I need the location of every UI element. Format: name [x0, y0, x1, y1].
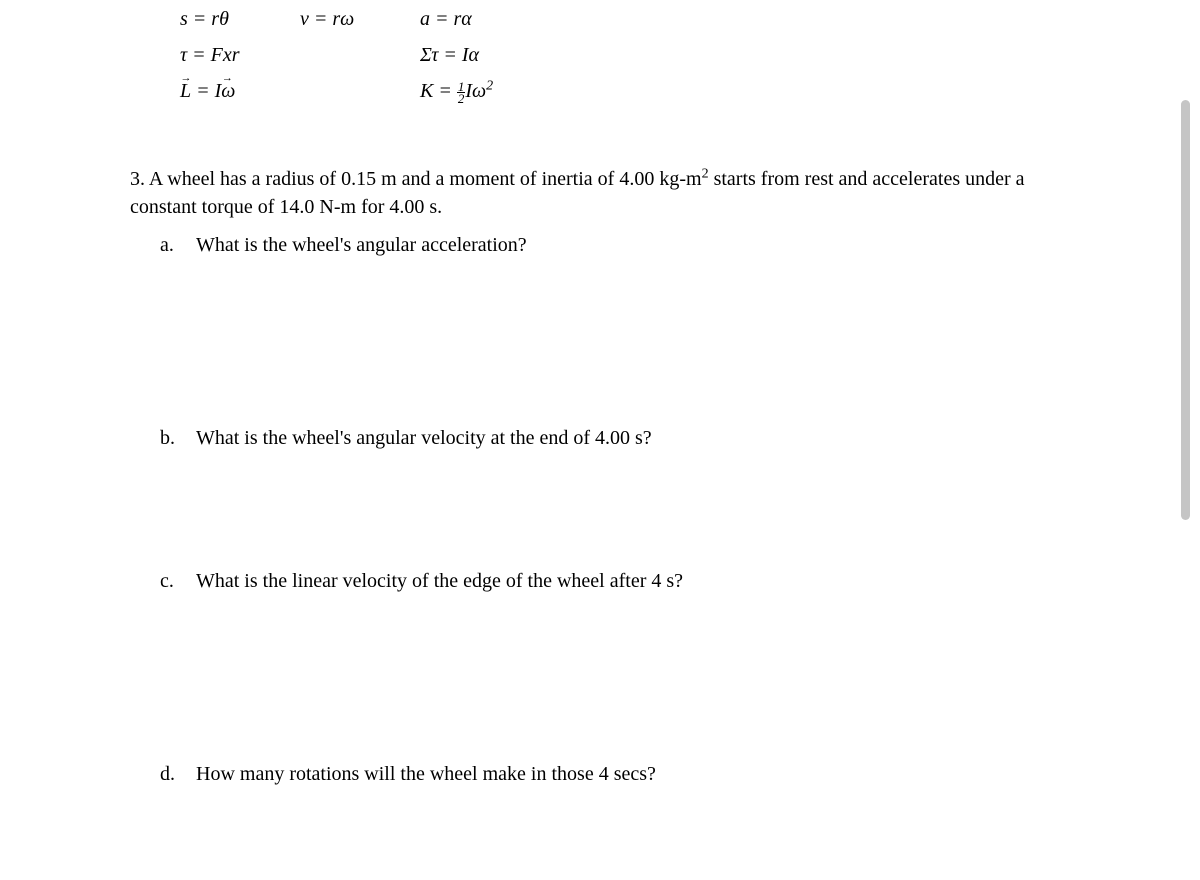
document-page: s = rθ v = rω a = rα τ = Fxr Στ = Iα L =…	[0, 0, 1200, 808]
subpart-c-text: What is the linear velocity of the edge …	[196, 567, 683, 595]
vector-omega: ω	[221, 77, 235, 105]
question-3: 3. A wheel has a radius of 0.15 m and a …	[130, 165, 1080, 221]
subpart-d-text: How many rotations will the wheel make i…	[196, 760, 656, 788]
answer-space-a	[130, 259, 1080, 424]
vector-l: L	[180, 77, 191, 105]
formula-empty-2	[300, 77, 390, 105]
subpart-a-text: What is the wheel's angular acceleration…	[196, 231, 527, 259]
subpart-a-label: a.	[160, 231, 178, 259]
formula-v-romega: v = rω	[300, 5, 390, 33]
subpart-b-label: b.	[160, 424, 178, 452]
formula-l-iomega: L = Iω	[180, 77, 270, 105]
formula-row-2: τ = Fxr Στ = Iα	[180, 41, 1080, 69]
formula-k-iomega2: K = 12Iω2	[420, 77, 510, 105]
subpart-d-label: d.	[160, 760, 178, 788]
question-number: 3.	[130, 168, 145, 190]
formula-a-ralpha: a = rα	[420, 5, 510, 33]
subpart-b: b. What is the wheel's angular velocity …	[160, 424, 1080, 452]
formula-empty	[300, 41, 390, 69]
formula-row-1: s = rθ v = rω a = rα	[180, 5, 1080, 33]
subpart-b-text: What is the wheel's angular velocity at …	[196, 424, 652, 452]
subpart-d: d. How many rotations will the wheel mak…	[160, 760, 1080, 788]
subpart-c-label: c.	[160, 567, 178, 595]
answer-space-b	[130, 452, 1080, 567]
subpart-a: a. What is the wheel's angular accelerat…	[160, 231, 1080, 259]
answer-space-c	[130, 595, 1080, 760]
formula-row-3: L = Iω K = 12Iω2	[180, 77, 1080, 105]
question-superscript: 2	[702, 166, 709, 181]
formula-sigma-tau-ialpha: Στ = Iα	[420, 41, 510, 69]
question-text-1: A wheel has a radius of 0.15 m and a mom…	[149, 168, 702, 190]
formula-tau-fxr: τ = Fxr	[180, 41, 270, 69]
scrollbar-thumb[interactable]	[1181, 100, 1190, 520]
formula-s-rtheta: s = rθ	[180, 5, 270, 33]
formula-block: s = rθ v = rω a = rα τ = Fxr Στ = Iα L =…	[180, 5, 1080, 105]
subpart-c: c. What is the linear velocity of the ed…	[160, 567, 1080, 595]
